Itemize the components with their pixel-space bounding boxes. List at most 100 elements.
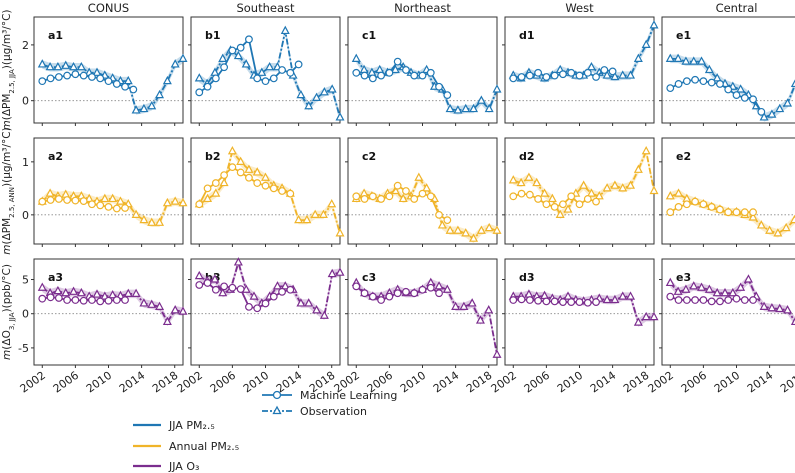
observation-point	[422, 183, 432, 192]
observation-point	[765, 225, 775, 234]
machine-learning-point	[749, 208, 757, 217]
x-tick-label: 2018	[150, 369, 180, 396]
legend-label: Observation	[300, 405, 367, 418]
observation-point	[673, 53, 683, 62]
observation-point	[123, 75, 133, 85]
machine-learning-point	[699, 200, 708, 209]
observation-point	[319, 310, 329, 319]
machine-learning-point	[195, 281, 204, 289]
observation-point	[516, 177, 526, 187]
observation-point	[162, 316, 172, 326]
observation-point	[233, 50, 243, 60]
machine-learning-point	[79, 71, 88, 80]
machine-learning-point	[542, 297, 551, 306]
observation-point	[712, 287, 722, 297]
observation-point	[618, 183, 628, 192]
machine-learning-point	[195, 200, 204, 209]
machine-learning-point	[393, 57, 402, 66]
observation-point	[641, 311, 651, 321]
observation-point	[327, 84, 337, 93]
machine-learning-point	[261, 77, 270, 86]
panel-label: c2	[362, 150, 376, 163]
observation-point	[302, 214, 312, 224]
observation-point	[296, 89, 306, 99]
observation-point	[203, 193, 213, 203]
machine-learning-point	[368, 292, 377, 301]
machine-learning-point	[261, 299, 270, 308]
observation-point	[789, 214, 795, 224]
machine-learning-point	[286, 189, 295, 198]
panel-d2: d2	[502, 137, 659, 247]
legend-obs-marker	[272, 405, 282, 415]
machine-learning-point	[368, 192, 377, 201]
observation-point	[547, 193, 557, 203]
observation-point	[155, 89, 165, 99]
machine-learning-point	[253, 74, 262, 83]
machine-learning-point	[245, 173, 253, 182]
machine-learning-point	[740, 93, 749, 102]
observation-point	[312, 305, 322, 314]
observation-point	[327, 198, 337, 208]
observation-point	[579, 180, 589, 189]
machine-learning-point	[195, 88, 204, 97]
machine-learning-point	[88, 73, 96, 81]
machine-learning-point	[71, 70, 80, 79]
machine-learning-point	[360, 71, 369, 80]
observation-point	[453, 225, 463, 234]
y-tick-label: 0	[22, 95, 29, 108]
machine-learning-point	[385, 68, 394, 77]
observation-point	[194, 73, 204, 82]
machine-learning-point	[724, 85, 733, 94]
observation-point	[649, 311, 659, 321]
machine-learning-point	[352, 68, 361, 77]
uncertainty-band	[356, 278, 497, 359]
observation-point	[219, 177, 229, 187]
observation-point	[743, 274, 753, 283]
observation-point	[69, 286, 79, 295]
y-tick-label: 2	[22, 39, 29, 52]
machine-learning-point	[71, 296, 80, 304]
panel-d3: 2002 2006 2010 2014 2018 d3	[489, 258, 659, 396]
observation-point	[445, 225, 455, 234]
machine-learning-point	[393, 289, 402, 298]
observation-point	[61, 60, 71, 69]
observation-point	[649, 185, 659, 195]
machine-learning-point	[559, 70, 567, 79]
observation-point	[484, 222, 494, 232]
machine-learning-point	[236, 285, 245, 293]
machine-learning-point	[54, 294, 63, 302]
observation-point	[69, 61, 79, 71]
machine-learning-point	[38, 77, 47, 86]
machine-learning-point	[691, 75, 700, 84]
legend-ml-marker	[272, 390, 282, 400]
panel-label: e1	[676, 29, 691, 42]
observation-point	[218, 287, 228, 297]
machine-learning-point	[567, 298, 576, 306]
machine-learning-point	[691, 296, 700, 304]
machine-learning-point	[682, 200, 691, 209]
observation-point	[272, 281, 282, 290]
observation-point	[697, 282, 707, 291]
observation-point	[492, 84, 502, 93]
observation-point	[162, 197, 172, 207]
machine-learning-point	[699, 77, 708, 86]
machine-learning-point	[402, 287, 410, 296]
observation-point	[280, 25, 290, 35]
observation-point	[641, 145, 651, 155]
machine-learning-point	[88, 200, 96, 209]
panel-label: d2	[519, 150, 535, 163]
uncertainty-band	[356, 173, 497, 243]
machine-learning-point	[575, 298, 584, 306]
machine-learning-point	[534, 195, 543, 203]
panel-label: e3	[676, 271, 691, 284]
observation-point	[602, 183, 612, 192]
machine-learning-point	[402, 187, 410, 195]
observation-point	[327, 268, 337, 278]
observation-point	[108, 193, 118, 203]
machine-learning-point	[666, 292, 675, 301]
observation-point	[602, 70, 612, 79]
machine-learning-point	[203, 279, 212, 287]
machine-learning-point	[402, 66, 410, 74]
machine-learning-point	[525, 296, 534, 304]
observation-point	[37, 59, 47, 68]
